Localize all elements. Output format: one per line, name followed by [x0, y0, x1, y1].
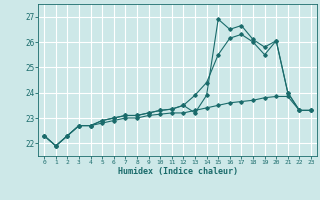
X-axis label: Humidex (Indice chaleur): Humidex (Indice chaleur) [118, 167, 238, 176]
